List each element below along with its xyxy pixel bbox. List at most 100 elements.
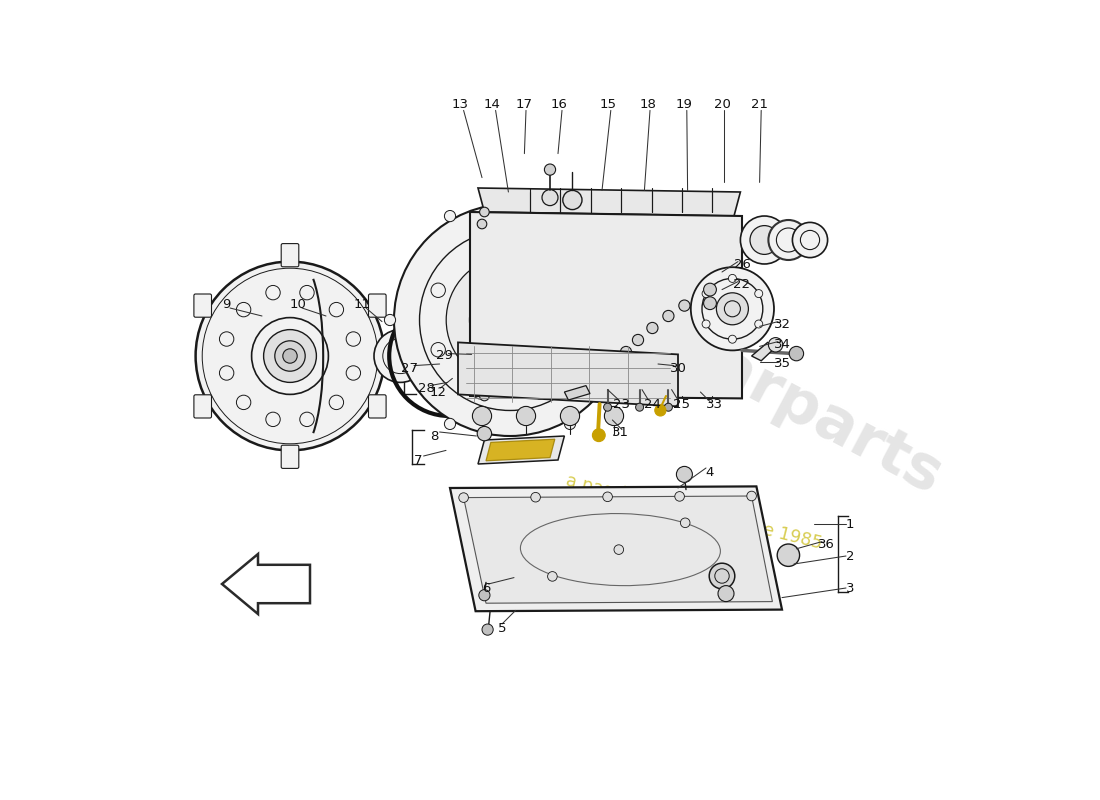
Circle shape xyxy=(564,418,575,430)
Polygon shape xyxy=(463,496,772,603)
Circle shape xyxy=(632,334,644,346)
Circle shape xyxy=(459,493,469,502)
Text: 13: 13 xyxy=(451,98,469,110)
Circle shape xyxy=(431,283,446,298)
Circle shape xyxy=(444,418,455,430)
Circle shape xyxy=(346,366,361,380)
Circle shape xyxy=(681,518,690,528)
Text: 23: 23 xyxy=(614,398,630,410)
Circle shape xyxy=(564,210,575,222)
Circle shape xyxy=(647,322,658,334)
Text: 24: 24 xyxy=(644,398,661,410)
Circle shape xyxy=(755,320,762,328)
Circle shape xyxy=(769,220,808,260)
Circle shape xyxy=(603,492,613,502)
Text: 21: 21 xyxy=(751,98,768,110)
Text: 15: 15 xyxy=(600,98,616,110)
Text: 8: 8 xyxy=(430,430,438,442)
Polygon shape xyxy=(478,188,740,216)
Circle shape xyxy=(444,210,455,222)
Polygon shape xyxy=(450,486,782,611)
Circle shape xyxy=(532,385,547,399)
Polygon shape xyxy=(458,342,678,406)
FancyBboxPatch shape xyxy=(282,445,299,468)
Circle shape xyxy=(283,349,297,363)
Circle shape xyxy=(531,492,540,502)
Circle shape xyxy=(728,274,736,282)
FancyBboxPatch shape xyxy=(194,394,211,418)
Text: 20: 20 xyxy=(714,98,730,110)
Circle shape xyxy=(516,406,536,426)
Circle shape xyxy=(532,241,547,255)
Circle shape xyxy=(574,342,589,357)
Circle shape xyxy=(470,279,551,361)
Text: 1: 1 xyxy=(846,518,855,530)
Text: 5: 5 xyxy=(497,622,506,634)
Circle shape xyxy=(490,299,531,341)
Circle shape xyxy=(542,190,558,206)
Text: 11: 11 xyxy=(353,298,371,310)
Text: 32: 32 xyxy=(773,318,791,330)
Text: 12: 12 xyxy=(429,386,447,398)
Text: 3: 3 xyxy=(846,582,855,594)
Text: 14: 14 xyxy=(484,98,500,110)
Circle shape xyxy=(266,286,280,300)
Circle shape xyxy=(219,332,234,346)
Circle shape xyxy=(374,330,427,382)
Text: 26: 26 xyxy=(734,258,750,270)
Circle shape xyxy=(625,314,636,326)
Polygon shape xyxy=(470,212,742,398)
Circle shape xyxy=(300,286,315,300)
Circle shape xyxy=(329,395,343,410)
Text: 36: 36 xyxy=(817,538,835,550)
Circle shape xyxy=(574,283,589,298)
Circle shape xyxy=(750,226,779,254)
Text: 7: 7 xyxy=(414,454,422,466)
Circle shape xyxy=(478,590,490,601)
Circle shape xyxy=(219,366,234,380)
Circle shape xyxy=(674,491,684,501)
Circle shape xyxy=(679,300,690,311)
Circle shape xyxy=(664,403,672,411)
Circle shape xyxy=(620,346,631,358)
FancyBboxPatch shape xyxy=(194,294,211,317)
Circle shape xyxy=(236,302,251,317)
Circle shape xyxy=(480,207,490,217)
Circle shape xyxy=(792,222,827,258)
Circle shape xyxy=(716,293,748,325)
Text: 6: 6 xyxy=(482,582,491,594)
Text: 18: 18 xyxy=(639,98,656,110)
Circle shape xyxy=(394,204,626,436)
Circle shape xyxy=(704,283,716,296)
Text: 25: 25 xyxy=(673,398,691,410)
Text: 16: 16 xyxy=(550,98,568,110)
Text: 19: 19 xyxy=(676,98,693,110)
Circle shape xyxy=(702,320,711,328)
FancyArrow shape xyxy=(222,554,310,614)
Polygon shape xyxy=(486,439,554,461)
Text: 33: 33 xyxy=(705,398,723,410)
Circle shape xyxy=(563,190,582,210)
Circle shape xyxy=(477,219,487,229)
Circle shape xyxy=(346,332,361,346)
Polygon shape xyxy=(564,386,590,400)
Polygon shape xyxy=(478,436,564,464)
Circle shape xyxy=(728,335,736,343)
Text: 29: 29 xyxy=(436,350,453,362)
Circle shape xyxy=(300,412,315,426)
Circle shape xyxy=(384,314,396,326)
Circle shape xyxy=(718,586,734,602)
Circle shape xyxy=(477,426,492,441)
Text: 10: 10 xyxy=(289,298,307,310)
Circle shape xyxy=(702,290,711,298)
Circle shape xyxy=(544,164,556,175)
Circle shape xyxy=(636,403,644,411)
Circle shape xyxy=(447,256,574,384)
Circle shape xyxy=(480,391,490,401)
Circle shape xyxy=(710,563,735,589)
Circle shape xyxy=(663,310,674,322)
Circle shape xyxy=(275,341,305,371)
Circle shape xyxy=(473,385,487,399)
Circle shape xyxy=(473,241,487,255)
Circle shape xyxy=(789,346,804,361)
